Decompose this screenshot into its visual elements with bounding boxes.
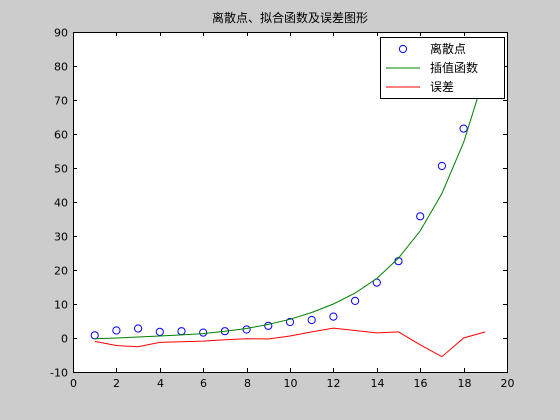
x-tick-label: 16	[414, 377, 428, 390]
y-tick-label: 20	[54, 265, 68, 278]
data-point	[199, 328, 208, 337]
x-axis: 0 2 4 6 8 10 12 14 16 18 20	[70, 32, 515, 390]
y-tick-label: 40	[54, 197, 68, 210]
y-tick-label: 60	[54, 129, 68, 142]
x-tick-label: 4	[157, 377, 164, 390]
y-tick-label: 80	[54, 61, 68, 74]
x-tick-label: 12	[327, 377, 341, 390]
data-point	[437, 161, 446, 171]
legend-item: 插值函数	[386, 60, 478, 75]
y-tick-label: 30	[54, 231, 68, 244]
y-tick-label: 70	[54, 95, 68, 108]
data-point	[134, 324, 143, 333]
legend-label: 插值函数	[430, 60, 478, 75]
series-line	[94, 72, 486, 340]
series-1	[94, 72, 486, 340]
data-point	[459, 124, 468, 133]
plot-frame	[73, 32, 508, 373]
data-point	[285, 317, 295, 327]
x-tick-label: 6	[200, 377, 207, 390]
legend-marker-swatch	[398, 44, 408, 54]
series-2	[94, 327, 486, 358]
legend-label: 离散点	[430, 41, 466, 56]
y-tick-label: 10	[54, 299, 68, 312]
y-tick-label: 0	[61, 333, 68, 346]
series-layer	[90, 72, 486, 358]
series-line	[94, 327, 486, 358]
data-point	[90, 331, 99, 340]
chart-title: 离散点、拟合函数及误差图形	[212, 10, 368, 25]
legend-label: 误差	[430, 80, 454, 94]
data-point	[242, 325, 251, 334]
y-tick-label: -10	[50, 367, 68, 380]
data-point	[351, 296, 360, 305]
data-point	[307, 315, 316, 325]
y-tick-label: 90	[54, 27, 68, 40]
x-tick-label: 14	[371, 377, 385, 390]
data-point	[112, 326, 121, 335]
x-tick-label: 0	[70, 377, 77, 390]
data-point	[416, 212, 425, 221]
y-axis: -10 0 10 20 30 40 50 60 70 80 90	[50, 27, 507, 380]
x-tick-label: 18	[458, 377, 472, 390]
y-tick-label: 50	[54, 163, 68, 176]
x-tick-label: 2	[113, 377, 120, 390]
data-point	[329, 312, 338, 321]
x-tick-label: 8	[244, 377, 251, 390]
legend-item: 误差	[386, 80, 454, 94]
legend-item: 离散点	[398, 41, 466, 56]
x-tick-label: 10	[284, 377, 298, 390]
data-point	[264, 321, 273, 330]
x-tick-label: 20	[501, 377, 515, 390]
